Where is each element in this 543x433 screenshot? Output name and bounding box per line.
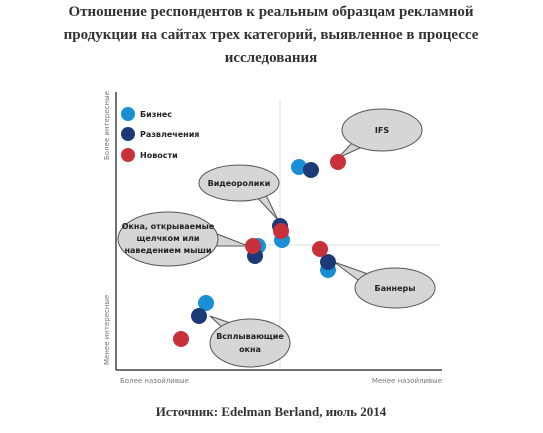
callout: Всплывающие окна xyxy=(209,315,291,368)
callout: IFS xyxy=(337,108,423,159)
callout-label: щелчком или xyxy=(137,234,200,243)
axis-label: Более интересные xyxy=(103,91,111,160)
axis-label: Менее интересные xyxy=(103,295,111,365)
callout-label: Всплывающие xyxy=(216,332,284,341)
callout: Видеоролики xyxy=(198,164,280,221)
title-line: исследования xyxy=(225,50,318,66)
callout-label: Окна, открываемые xyxy=(122,222,215,231)
legend-dot xyxy=(121,148,135,162)
callout: Окна, открываемые щелчком или наведением… xyxy=(117,211,249,267)
callout: Баннеры xyxy=(333,261,436,309)
legend-dot xyxy=(121,107,135,121)
callout-label: окна xyxy=(239,345,261,354)
legend-label: Развлечения xyxy=(140,130,199,139)
legend-dot xyxy=(121,127,135,141)
axis-label: Более назойливые xyxy=(120,377,189,385)
source: Источник: Edelman Berland, июль 2014 xyxy=(156,404,387,419)
title-line: Отношение респондентов к реальным образц… xyxy=(68,4,473,20)
callout-label: Видеоролики xyxy=(208,179,271,188)
legend-label: Бизнес xyxy=(140,110,172,119)
axis-label: Менее назойливые xyxy=(372,377,442,385)
callout-label: IFS xyxy=(375,126,389,135)
callout-label: наведением мыши xyxy=(124,246,211,255)
legend-label: Новости xyxy=(140,151,178,160)
title-line: продукции на сайтах трех категорий, выяв… xyxy=(64,27,479,43)
dots xyxy=(173,154,346,347)
callout-label: Баннеры xyxy=(375,284,416,293)
